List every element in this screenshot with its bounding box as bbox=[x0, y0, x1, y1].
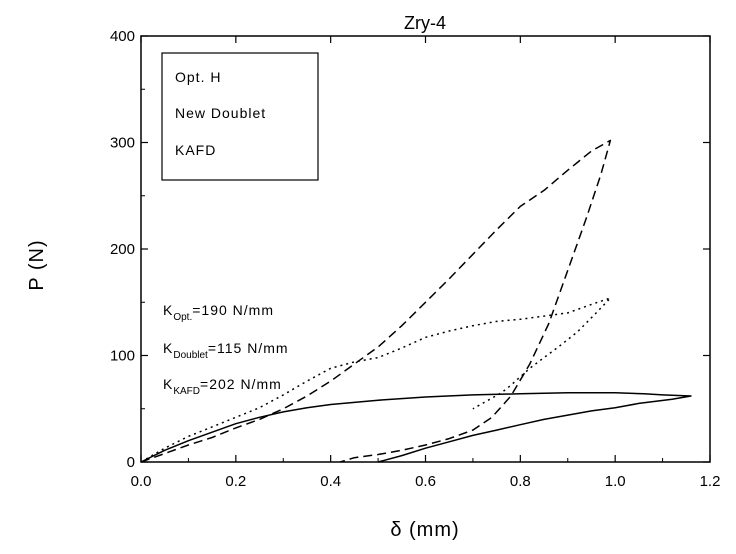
x-tick-label: 0.4 bbox=[320, 473, 341, 490]
legend: Opt. H New Doublet KAFD bbox=[161, 52, 319, 181]
x-axis: 0.0 0.2 0.4 0.6 0.8 1.0 1.2 bbox=[131, 36, 721, 490]
legend-item-new-doublet: New Doublet bbox=[175, 105, 266, 121]
legend-box bbox=[161, 52, 319, 181]
y-axis: 0 100 200 300 400 bbox=[110, 28, 710, 471]
y-tick-label: 200 bbox=[110, 241, 135, 258]
y-axis-label: P (N) bbox=[26, 239, 48, 290]
y-tick-label: 0 bbox=[127, 454, 135, 471]
series-dotted-line bbox=[140, 297, 612, 463]
y-tick-label: 100 bbox=[110, 348, 135, 365]
annotation-k-opt: KOpt.=190 N/mm bbox=[163, 302, 274, 323]
legend-item-kafd: KAFD bbox=[175, 142, 216, 158]
series-group bbox=[140, 139, 692, 463]
legend-item-opt-h: Opt. H bbox=[175, 69, 221, 85]
y-tick-label: 400 bbox=[110, 28, 135, 45]
x-tick-label: 0.6 bbox=[415, 473, 436, 490]
x-tick-label: 1.2 bbox=[700, 473, 721, 490]
annotation-k-doublet: KDoublet=115 N/mm bbox=[163, 340, 289, 361]
x-tick-label: 1.0 bbox=[605, 473, 626, 490]
chart-title: Zry-4 bbox=[404, 13, 446, 33]
x-tick-label: 0.8 bbox=[510, 473, 531, 490]
x-axis-label: δ (mm) bbox=[390, 519, 459, 541]
series-dashed-line bbox=[140, 139, 612, 463]
annotation-k-kafd: KKAFD=202 N/mm bbox=[163, 376, 282, 397]
x-tick-label: 0.2 bbox=[225, 473, 246, 490]
x-tick-label: 0.0 bbox=[131, 473, 152, 490]
stiffness-annotations: KOpt.=190 N/mm KDoublet=115 N/mm KKAFD=2… bbox=[163, 302, 289, 397]
series-solid-line bbox=[140, 392, 692, 463]
y-tick-label: 300 bbox=[110, 135, 135, 152]
